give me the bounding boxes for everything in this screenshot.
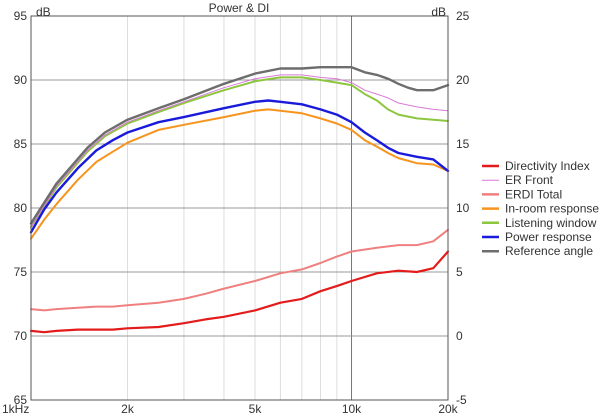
- x-tick-label: 10k: [342, 402, 362, 416]
- chart-title: Power & DI: [209, 1, 270, 15]
- legend-label: In-room response: [505, 202, 599, 216]
- series-line-power-response: [29, 99, 450, 234]
- series-line-er-front: [30, 74, 449, 228]
- legend-label: Directivity Index: [505, 159, 590, 173]
- y-axis-label-right: dB: [431, 5, 446, 19]
- y-tick-label-right: -5: [456, 393, 467, 407]
- y-tick-label-left: 75: [14, 265, 28, 279]
- y-tick-label-right: 0: [456, 329, 463, 343]
- y-tick-label-right: 15: [456, 137, 470, 151]
- y-tick-label-left: 70: [14, 329, 28, 343]
- y-tick-label-left: 85: [14, 137, 28, 151]
- legend-label: ERDI Total: [505, 187, 562, 201]
- series-line-listening-window: [30, 76, 449, 229]
- grid: [31, 16, 448, 400]
- series-lines: [29, 65, 450, 334]
- y-tick-label-left: 95: [14, 9, 28, 23]
- y-tick-label-left: 65: [14, 393, 28, 407]
- plot-frame: [30, 15, 449, 401]
- y-tick-label-right: 10: [456, 201, 470, 215]
- y-axis-label-left: dB: [36, 5, 51, 19]
- y-tick-label-right: 20: [456, 73, 470, 87]
- y-tick-label-right: 25: [456, 9, 470, 23]
- series-line-reference-angle: [29, 65, 450, 225]
- series-line-erdi-total: [30, 228, 449, 312]
- x-tick-label: 1kHz: [2, 402, 29, 416]
- series-line-in-room-response: [30, 108, 449, 240]
- y-tick-label-left: 80: [14, 201, 28, 215]
- y-tick-label-right: 5: [456, 265, 463, 279]
- legend-label: ER Front: [505, 173, 554, 187]
- x-tick-label: 20k: [438, 402, 458, 416]
- tick-labels: 1kHz 2k 5k 10k 20k 65 70 75 80 85 90 95 -5 0 5 10 15 20 25: [2, 9, 470, 416]
- x-tick-label: 2k: [121, 402, 135, 416]
- y-tick-label-left: 90: [14, 73, 28, 87]
- legend-label: Reference angle: [505, 244, 593, 258]
- legend-label: Listening window: [505, 216, 597, 230]
- series-line-directivity-index: [29, 250, 450, 334]
- x-tick-label: 5k: [249, 402, 263, 416]
- legend-label: Power response: [505, 230, 592, 244]
